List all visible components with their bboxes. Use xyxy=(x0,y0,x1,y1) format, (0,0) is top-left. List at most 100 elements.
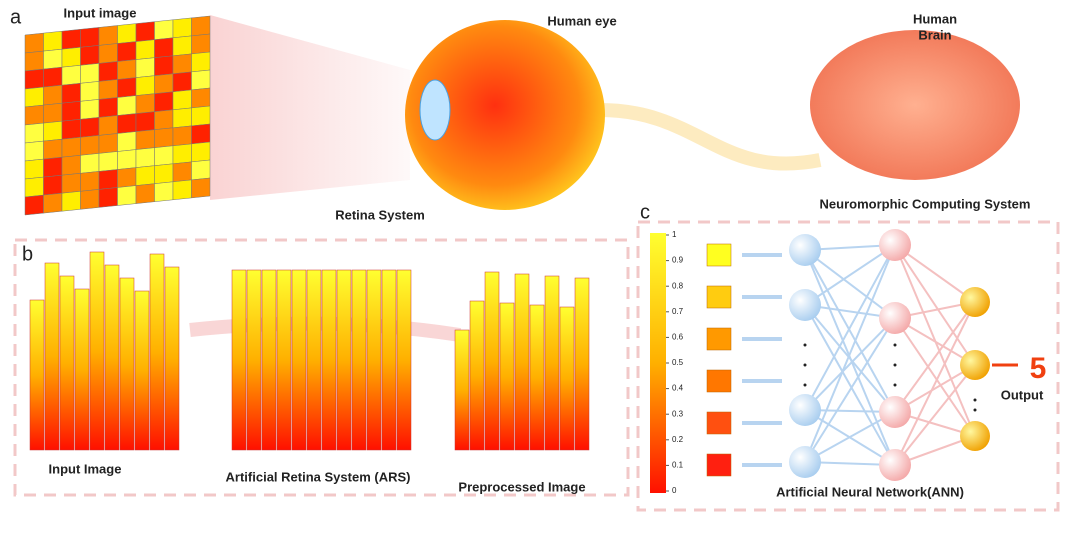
pixel xyxy=(80,63,100,84)
pixel xyxy=(135,57,155,78)
pixel xyxy=(24,32,44,54)
dot xyxy=(803,383,807,387)
pixel xyxy=(172,35,192,57)
light-beam xyxy=(210,15,410,200)
pixel xyxy=(135,165,155,186)
pixel xyxy=(172,125,192,147)
tick-label: 0.6 xyxy=(672,333,684,342)
block xyxy=(514,273,530,451)
pixel xyxy=(43,102,63,124)
panel-box xyxy=(636,220,1060,512)
block xyxy=(336,269,352,451)
pixel xyxy=(80,189,100,210)
dot xyxy=(803,343,807,347)
pixel xyxy=(117,41,137,62)
pixel xyxy=(135,129,155,150)
pixel xyxy=(61,47,81,68)
neuron xyxy=(879,229,911,261)
edge xyxy=(894,364,976,466)
cube xyxy=(706,285,732,309)
pixel xyxy=(117,185,137,206)
dot xyxy=(893,363,897,367)
pixel xyxy=(172,71,192,93)
pixel xyxy=(191,105,211,127)
pixel xyxy=(61,137,81,158)
edge xyxy=(804,304,896,413)
block xyxy=(544,275,560,451)
label: Artificial Retina System (ARS) xyxy=(226,469,411,484)
pixel xyxy=(117,131,137,152)
pixel xyxy=(80,99,100,120)
neuron xyxy=(879,449,911,481)
block-images xyxy=(29,251,590,451)
pixel xyxy=(117,149,137,170)
edge xyxy=(894,301,976,413)
dot xyxy=(893,383,897,387)
neuron xyxy=(960,287,990,317)
pixel xyxy=(191,87,211,109)
block xyxy=(559,306,575,451)
pixel xyxy=(98,169,118,190)
block xyxy=(396,269,412,451)
pixel xyxy=(117,167,137,188)
block xyxy=(119,277,135,451)
pixel xyxy=(191,123,211,145)
neuron xyxy=(789,446,821,478)
pixel xyxy=(61,83,81,104)
neuron xyxy=(879,396,911,428)
pixel xyxy=(43,30,63,52)
pixel xyxy=(98,43,118,64)
pixel xyxy=(154,109,174,130)
pixel xyxy=(172,89,192,111)
edge xyxy=(804,244,896,306)
pixel xyxy=(80,27,100,48)
label: Output xyxy=(1001,387,1044,402)
pixel xyxy=(24,140,44,162)
edge xyxy=(804,249,896,413)
label: Input Image xyxy=(49,461,122,476)
neuron xyxy=(879,302,911,334)
brain xyxy=(810,30,1020,180)
cube xyxy=(706,453,732,477)
block xyxy=(381,269,397,451)
cube xyxy=(706,243,732,267)
edge xyxy=(804,244,896,463)
block xyxy=(89,251,105,451)
pixel xyxy=(80,45,100,66)
tick-label: 0.7 xyxy=(672,307,684,316)
pixel xyxy=(117,77,137,98)
pixel xyxy=(98,115,118,136)
pixel xyxy=(191,159,211,181)
pixel xyxy=(154,19,174,40)
block xyxy=(454,329,470,451)
block xyxy=(134,290,150,451)
pixel xyxy=(24,158,44,180)
edge xyxy=(894,317,976,437)
pixel xyxy=(154,73,174,94)
optic-nerve xyxy=(599,103,822,171)
pixel xyxy=(61,173,81,194)
pixel xyxy=(172,179,192,201)
pixel xyxy=(135,147,155,168)
pixel xyxy=(98,61,118,82)
block xyxy=(231,269,247,451)
pixel xyxy=(135,183,155,204)
block xyxy=(529,304,545,451)
pixel xyxy=(43,120,63,142)
pixel xyxy=(154,145,174,166)
neuron xyxy=(960,350,990,380)
pixel xyxy=(24,68,44,90)
pixel xyxy=(154,37,174,58)
block xyxy=(149,253,165,451)
tick-label: 0.2 xyxy=(672,435,684,444)
pixel xyxy=(191,141,211,163)
pixel xyxy=(135,111,155,132)
edge xyxy=(804,304,896,466)
block xyxy=(484,271,500,451)
tick-label: 0.3 xyxy=(672,409,684,418)
pixel xyxy=(98,133,118,154)
edge xyxy=(804,244,896,411)
pixel xyxy=(43,174,63,196)
tick-label: 0.8 xyxy=(672,281,684,290)
pixel xyxy=(172,107,192,129)
